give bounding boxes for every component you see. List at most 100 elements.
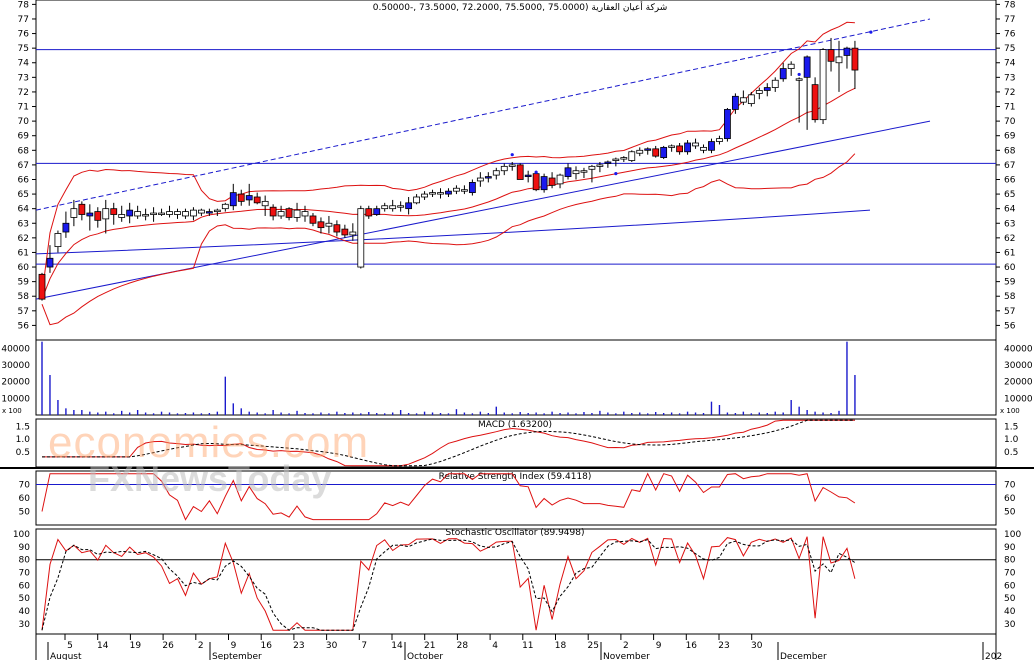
stochastic-label-left: 100 <box>13 530 30 540</box>
macd-label-right: 0.5 <box>1004 448 1018 458</box>
price-label-left: 57 <box>18 307 29 317</box>
marker-dot <box>869 30 873 34</box>
price-label-left: 70 <box>18 117 30 127</box>
candle <box>771 79 779 88</box>
candle <box>309 215 317 224</box>
rsi-label-right: 70 <box>1004 481 1016 491</box>
marker-dot <box>797 72 801 77</box>
candle <box>134 211 142 217</box>
rsi-line <box>41 472 856 521</box>
candle <box>174 211 181 215</box>
candle <box>747 94 755 105</box>
candle <box>508 164 516 167</box>
date-label: 11 <box>522 641 533 651</box>
candle <box>724 109 731 140</box>
stochastic-label-right: 60 <box>1004 581 1016 591</box>
candle <box>126 209 134 217</box>
candle <box>461 189 468 192</box>
candle <box>795 78 803 81</box>
rsi-label-left: 70 <box>19 481 31 491</box>
candle <box>301 211 309 217</box>
candle <box>652 148 660 157</box>
stochastic-label-right: 90 <box>1004 543 1016 553</box>
candle <box>692 142 699 147</box>
candle <box>397 205 405 208</box>
stochastic-label-left: 90 <box>19 543 31 553</box>
rsi-label-left: 50 <box>19 508 31 518</box>
candle <box>381 205 389 210</box>
date-label: 9 <box>656 641 662 651</box>
candle <box>166 211 173 215</box>
date-label: 30 <box>326 641 338 651</box>
price-label-right: 67 <box>1004 161 1015 171</box>
candle <box>580 170 588 173</box>
price-label-left: 78 <box>18 0 30 10</box>
date-label: 5 <box>67 641 73 651</box>
volume-panel <box>35 339 997 416</box>
date-label: 14 <box>97 641 109 651</box>
candle <box>628 151 636 161</box>
month-label: 202 <box>985 652 1002 660</box>
price-label-right: 68 <box>1004 146 1016 156</box>
candle <box>843 47 851 56</box>
candle <box>835 56 843 64</box>
candle <box>468 182 476 194</box>
price-label-left: 71 <box>18 103 29 113</box>
volume-label-left: 30000 <box>1 361 30 371</box>
rsi-title: Relative Strength Index (59.4118) <box>439 472 592 482</box>
month-label: November <box>603 652 650 660</box>
price-label-right: 74 <box>1004 59 1016 69</box>
candle <box>62 222 70 233</box>
moving-average-line <box>35 209 871 255</box>
candle <box>325 222 333 227</box>
stochastic-label-left: 80 <box>19 556 31 566</box>
channel-line <box>35 18 931 211</box>
date-label: 2 <box>198 641 204 651</box>
price-label-left: 77 <box>18 15 29 25</box>
candle <box>572 170 580 175</box>
candle <box>644 148 652 151</box>
candle <box>253 196 261 204</box>
candle <box>221 203 229 210</box>
stochastic-label-right: 30 <box>1004 620 1016 630</box>
date-label: 25 <box>587 641 598 651</box>
date-label: 14 <box>391 641 403 651</box>
candle <box>668 145 676 148</box>
price-label-right: 70 <box>1004 117 1016 127</box>
candle <box>811 84 819 121</box>
price-label-right: 73 <box>1004 73 1015 83</box>
candle <box>389 205 397 210</box>
price-label-right: 59 <box>1004 278 1016 288</box>
candle <box>102 208 110 220</box>
bollinger-upper <box>41 21 855 295</box>
candle <box>46 257 54 268</box>
candle <box>492 170 500 176</box>
candle <box>421 193 428 198</box>
candle <box>142 214 150 217</box>
candle <box>516 164 524 180</box>
rsi-label-right: 50 <box>1004 508 1016 518</box>
candle <box>197 209 205 214</box>
candle <box>763 87 771 91</box>
candle <box>540 176 548 191</box>
chart-title: شركة أعيان العقارية (75.0000 ,75.5000 ,7… <box>373 1 668 13</box>
candle <box>333 224 341 233</box>
price-label-right: 57 <box>1004 307 1015 317</box>
candle <box>476 177 484 182</box>
price-label-left: 64 <box>18 205 30 215</box>
price-label-left: 68 <box>18 146 30 156</box>
price-label-left: 75 <box>18 44 29 54</box>
candle <box>150 212 157 215</box>
price-label-left: 66 <box>18 175 30 185</box>
candle <box>341 228 349 236</box>
candle <box>158 212 165 215</box>
candle <box>54 233 62 248</box>
volume-label-left: 10000 <box>1 394 30 404</box>
stochastic-d-line <box>41 538 856 631</box>
volume-label-left: 20000 <box>1 378 30 388</box>
date-label: 30 <box>751 641 763 651</box>
month-label: October <box>407 652 443 660</box>
macd-label-left: 1.0 <box>16 435 31 445</box>
candle <box>285 208 293 218</box>
